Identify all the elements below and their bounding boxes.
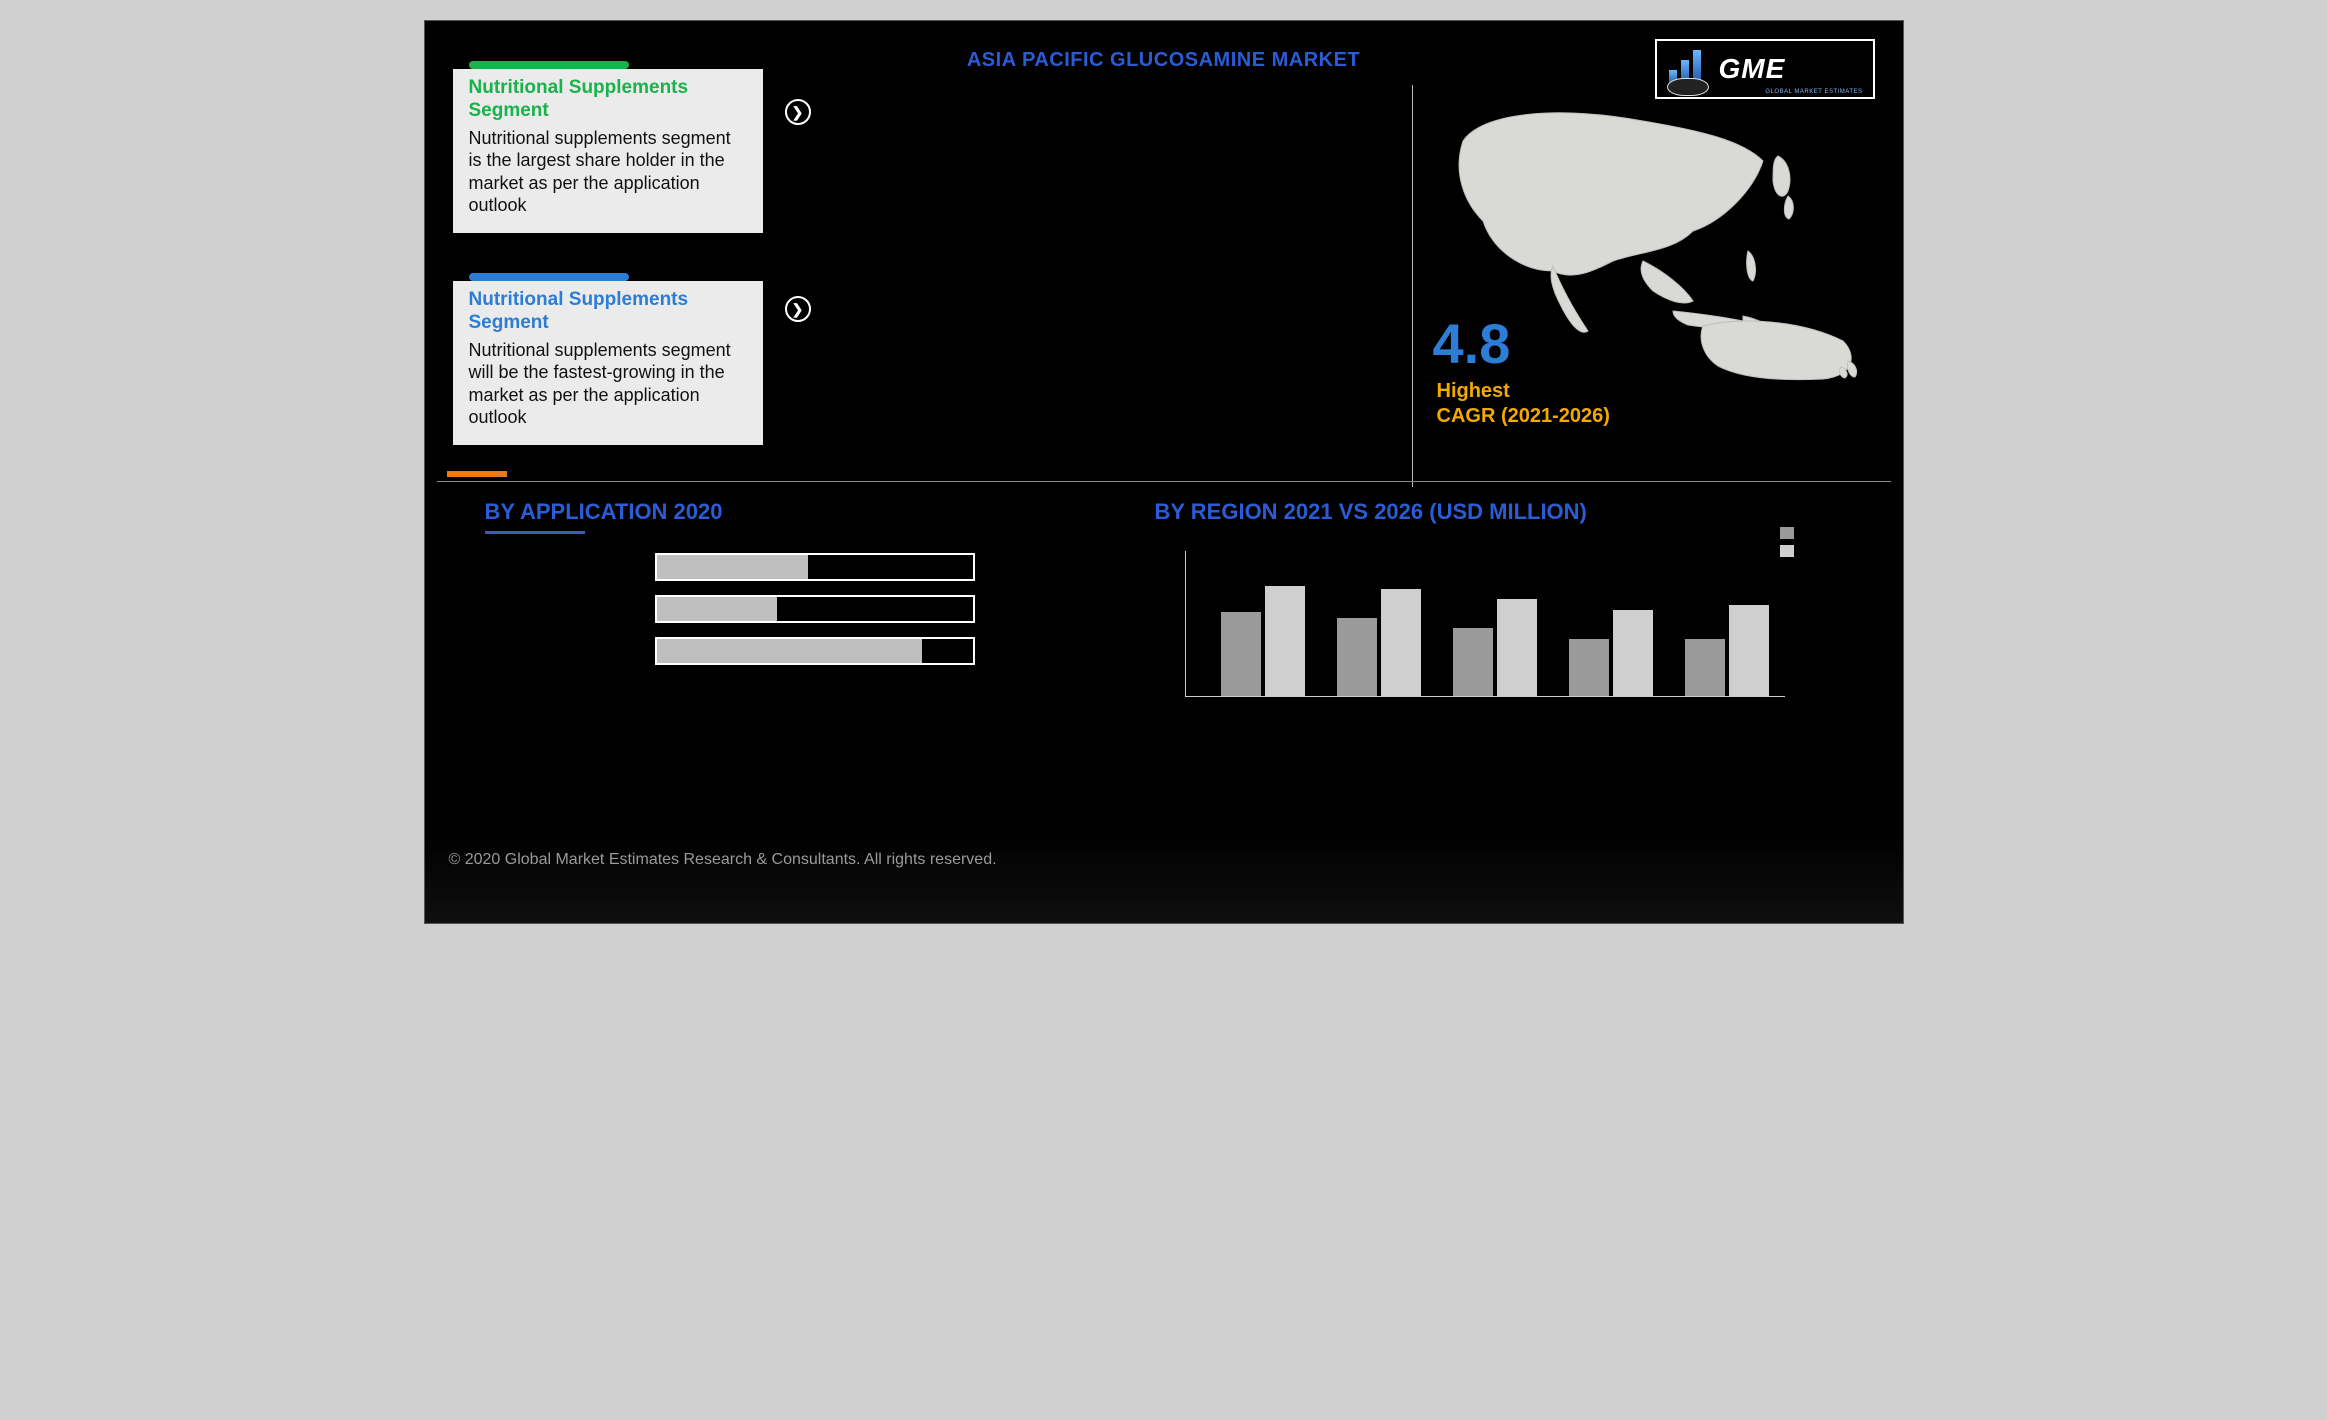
app-bar-row (645, 553, 980, 581)
bar-series-a (1685, 639, 1725, 696)
page-title: ASIA PACIFIC GLUCOSAMINE MARKET (967, 49, 1360, 72)
infographic-canvas: ASIA PACIFIC GLUCOSAMINE MARKET Nutritio… (424, 20, 1904, 924)
section-header-application: BY APPLICATION 2020 (485, 499, 723, 534)
app-bar-row (645, 595, 980, 623)
legend-swatch (1780, 545, 1794, 557)
info-card-fastest-segment: Nutritional Supplements Segment Nutritio… (453, 281, 763, 445)
brand-logo: GME GLOBAL MARKET ESTIMATES (1655, 39, 1875, 99)
accent-tick (447, 471, 507, 477)
bar-series-a (1453, 628, 1493, 696)
bar-group (1221, 586, 1305, 697)
card-heading: Nutritional Supplements Segment (469, 77, 747, 123)
x-axis (1185, 696, 1785, 697)
bar-series-b (1381, 589, 1421, 696)
legend-item-2026: 2026 (1780, 545, 1824, 557)
logo-subtext: GLOBAL MARKET ESTIMATES (1765, 89, 1862, 95)
y-axis (1185, 551, 1186, 697)
logo-graphic-icon (1665, 46, 1711, 92)
card-accent-bar (469, 273, 629, 281)
logo-text: GME (1719, 53, 1865, 85)
bar-series-a (1337, 618, 1377, 696)
by-region-chart: 2021 2026 (1185, 551, 1785, 721)
bar-series-a (1221, 612, 1261, 697)
bar-series-a (1569, 639, 1609, 696)
legend-swatch (1780, 527, 1794, 539)
chevron-right-icon: ❯ (785, 296, 811, 322)
bar-group (1685, 605, 1769, 696)
app-bar-row (645, 637, 980, 665)
bar-group (1569, 610, 1653, 696)
card-body: Nutritional supplements segment will be … (469, 339, 747, 429)
card-heading: Nutritional Supplements Segment (469, 289, 747, 335)
app-bar-track (655, 553, 975, 581)
bar-series-b (1613, 610, 1653, 696)
info-card-largest-segment: Nutritional Supplements Segment Nutritio… (453, 69, 763, 233)
app-bar-fill (657, 639, 922, 663)
bar-series-b (1729, 605, 1769, 696)
map-stat-region: 4.8 Highest CAGR (2021-2026) (1433, 111, 1863, 431)
horizontal-divider (437, 481, 1891, 482)
cagr-value: 4.8 (1433, 311, 1511, 376)
chevron-right-icon: ❯ (785, 99, 811, 125)
legend-item-2021: 2021 (1780, 527, 1824, 539)
app-bar-track (655, 637, 975, 665)
bar-series-b (1265, 586, 1305, 697)
app-bar-fill (657, 555, 809, 579)
app-bar-track (655, 595, 975, 623)
bar-series-b (1497, 599, 1537, 697)
app-bar-fill (657, 597, 777, 621)
copyright-text: © 2020 Global Market Estimates Research … (449, 851, 997, 869)
card-body: Nutritional supplements segment is the l… (469, 127, 747, 217)
by-application-chart (645, 553, 980, 679)
cagr-label-line1: Highest (1437, 380, 1510, 402)
bar-groups (1205, 566, 1785, 696)
legend: 2021 2026 (1780, 527, 1824, 557)
section-header-region: BY REGION 2021 VS 2026 (USD MILLION) (1155, 499, 1587, 525)
cagr-label: Highest CAGR (2021-2026) (1437, 379, 1610, 429)
card-accent-bar (469, 61, 629, 69)
bar-group (1337, 589, 1421, 696)
cagr-label-line2: CAGR (2021-2026) (1437, 405, 1610, 427)
vertical-divider (1412, 85, 1413, 487)
bar-group (1453, 599, 1537, 697)
